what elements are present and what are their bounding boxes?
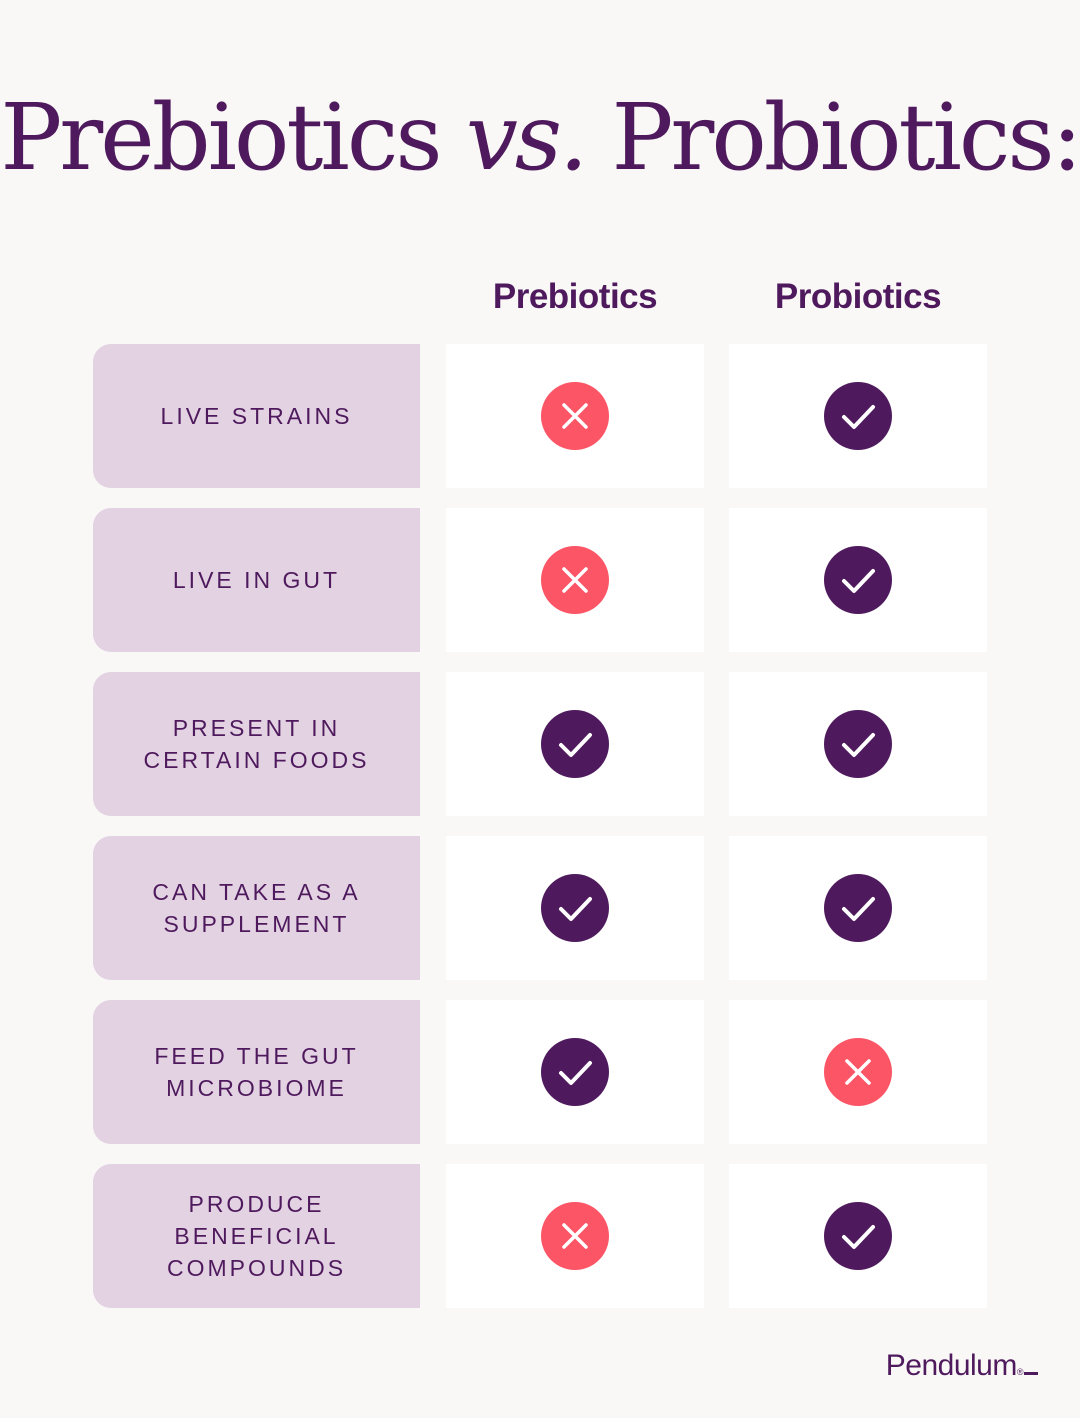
probiotics-cell — [729, 1000, 987, 1144]
check-icon — [824, 382, 892, 450]
table-row: FEED THE GUT MICROBIOME — [0, 1000, 1080, 1144]
row-label: LIVE STRAINS — [160, 403, 353, 429]
title-vs: vs. — [465, 84, 588, 191]
table-row: CAN TAKE AS A SUPPLEMENT — [0, 836, 1080, 980]
probiotics-cell — [729, 344, 987, 488]
row-label: LIVE IN GUT — [172, 567, 341, 593]
probiotics-cell — [729, 508, 987, 652]
prebiotics-cell — [446, 508, 704, 652]
check-icon — [541, 1038, 609, 1106]
table-row: PRESENT IN CERTAIN FOODS — [0, 672, 1080, 816]
table-row: LIVE STRAINS — [0, 344, 1080, 488]
brand-cursor — [1024, 1372, 1038, 1375]
brand-logo: Pendulum® — [886, 1346, 1038, 1386]
row-label-cell: FEED THE GUT MICROBIOME — [93, 1000, 420, 1144]
row-label-cell: CAN TAKE AS A SUPPLEMENT — [93, 836, 420, 980]
prebiotics-cell — [446, 1164, 704, 1308]
x-icon — [541, 1202, 609, 1270]
title-part-2: Probiotics: — [585, 84, 1080, 191]
brand-trademark: ® — [1016, 1367, 1024, 1377]
title-part-1: Prebiotics — [0, 84, 466, 191]
column-header-probiotics: Probiotics — [774, 277, 942, 316]
table-row: PRODUCE BENEFICIAL COMPOUNDS — [0, 1164, 1080, 1308]
column-header-prebiotics: Prebiotics — [492, 277, 658, 316]
check-icon — [541, 874, 609, 942]
check-icon — [824, 710, 892, 778]
probiotics-cell — [729, 1164, 987, 1308]
row-label: PRESENT IN CERTAIN FOODS — [143, 715, 370, 773]
check-icon — [541, 710, 609, 778]
x-icon — [824, 1038, 892, 1106]
page-title: Prebiotics vs. Probiotics: — [0, 78, 1080, 198]
x-icon — [541, 546, 609, 614]
probiotics-cell — [729, 672, 987, 816]
row-label-cell: PRODUCE BENEFICIAL COMPOUNDS — [93, 1164, 420, 1308]
check-icon — [824, 546, 892, 614]
x-icon — [541, 382, 609, 450]
row-label-cell: LIVE STRAINS — [93, 344, 420, 488]
check-icon — [824, 874, 892, 942]
row-label: CAN TAKE AS A SUPPLEMENT — [152, 879, 361, 937]
row-label-cell: LIVE IN GUT — [93, 508, 420, 652]
probiotics-cell — [729, 836, 987, 980]
prebiotics-cell — [446, 1000, 704, 1144]
row-label: FEED THE GUT MICROBIOME — [154, 1043, 359, 1101]
row-label-cell: PRESENT IN CERTAIN FOODS — [93, 672, 420, 816]
brand-name: Pendulum — [885, 1349, 1018, 1382]
prebiotics-cell — [446, 836, 704, 980]
prebiotics-cell — [446, 672, 704, 816]
table-row: LIVE IN GUT — [0, 508, 1080, 652]
prebiotics-cell — [446, 344, 704, 488]
row-label: PRODUCE BENEFICIAL COMPOUNDS — [166, 1191, 347, 1281]
check-icon — [824, 1202, 892, 1270]
